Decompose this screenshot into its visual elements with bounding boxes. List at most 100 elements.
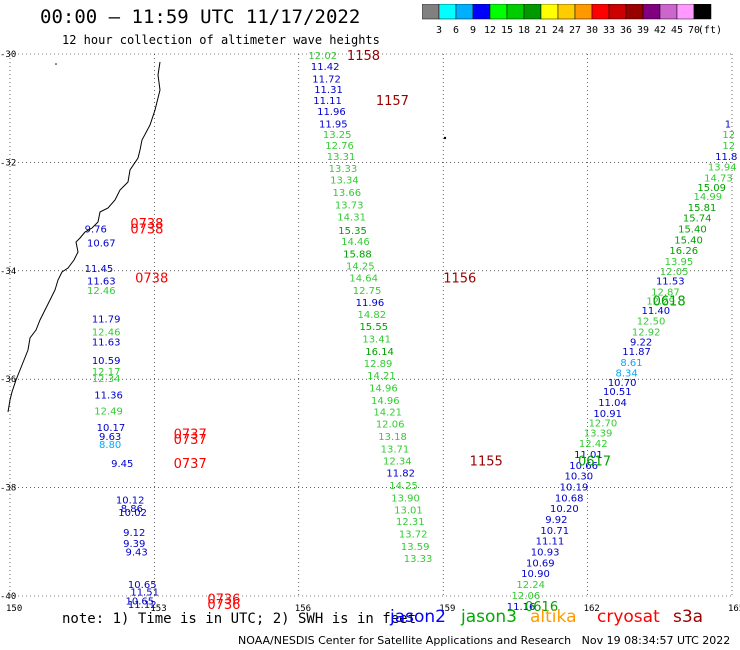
lat-tick-label: -32 [0, 158, 16, 168]
swh-value: 14.82 [358, 310, 387, 321]
swh-value: 12.76 [325, 141, 354, 152]
swh-value: 9.43 [126, 548, 148, 559]
swh-value: 12.24 [516, 580, 545, 591]
lat-tick-label: -40 [0, 592, 16, 602]
swh-value: 11.16 [507, 602, 536, 613]
swh-value: 13.71 [381, 445, 410, 456]
swh-value: 12.29 [646, 297, 675, 308]
swh-value: 15.55 [359, 322, 388, 333]
swh-value: 12.46 [92, 328, 121, 339]
swh-value: 13.33 [404, 554, 433, 565]
swh-value: 10.66 [569, 461, 598, 472]
swh-value: 14.73 [704, 174, 733, 185]
legend-label: 30 [586, 25, 598, 36]
swh-value: 12.05 [660, 267, 689, 278]
swh-value: 12.92 [632, 328, 661, 339]
credit-line: NOAA/NESDIS Center for Satellite Applica… [238, 634, 731, 647]
swh-value: 10.93 [531, 548, 560, 559]
swh-value: 9.76 [85, 225, 107, 236]
lon-tick-label: 159 [439, 604, 455, 614]
swh-value: 10.65 [126, 596, 155, 607]
swh-value: 14.99 [693, 192, 722, 203]
lon-tick-label: 150 [6, 604, 22, 614]
swh-value: 10.70 [608, 378, 637, 389]
swh-value: 14.25 [389, 481, 418, 492]
legend-label: 9 [470, 25, 476, 36]
swh-value: 15.35 [338, 226, 367, 237]
time-label: 1157 [376, 94, 409, 109]
legend-unit: (ft) [698, 25, 722, 36]
swh-value: 13.41 [362, 335, 391, 346]
swh-value: 12.75 [353, 286, 382, 297]
swh-value: 13.33 [329, 164, 358, 175]
swh-value: 12.49 [94, 407, 123, 418]
swh-value: 10.67 [87, 239, 116, 250]
swh-value: 12.06 [376, 420, 405, 431]
lon-tick-label: 165 [728, 604, 740, 614]
time-label: 1155 [470, 455, 503, 470]
swh-value: 15.40 [674, 235, 703, 246]
swh-value: 12.34 [383, 457, 412, 468]
swh-value: 9.12 [123, 528, 145, 539]
time-label: 0617 [578, 455, 611, 470]
swh-value: 12.89 [364, 359, 393, 370]
swh-value: 13.01 [394, 505, 423, 516]
lon-tick-label: 153 [150, 604, 166, 614]
swh-value: 10.71 [540, 526, 569, 537]
swh-value: 11.31 [314, 85, 343, 96]
swh-value: 12.34 [92, 374, 121, 385]
legend-label: 36 [620, 25, 632, 36]
swh-value: 11.36 [94, 390, 123, 401]
lon-tick-label: 156 [295, 604, 311, 614]
swh-value: 9.22 [630, 337, 652, 348]
swh-value: 1 [725, 119, 731, 130]
island-marker [55, 63, 57, 65]
legend-label: 33 [603, 25, 615, 36]
legend-label: 3 [436, 25, 442, 36]
legend-label: 39 [637, 25, 649, 36]
legend-label: 27 [569, 25, 581, 36]
swh-value: 11.63 [87, 277, 116, 288]
swh-value: 11.87 [622, 347, 651, 358]
swh-value: 10.19 [560, 483, 589, 494]
legend-label: 6 [453, 25, 459, 36]
swh-value: 14.64 [349, 273, 378, 284]
lon-tick-label: 162 [584, 604, 600, 614]
color-legend: 3 6 9 12 15 18 21 24 27 30 33 36 39 42 45 70(ft) [422, 4, 722, 36]
swh-value: 9.63 [99, 432, 121, 443]
swh-value: 14.31 [337, 213, 366, 224]
swh-value: 14.25 [346, 261, 375, 272]
swh-value: 14.96 [369, 383, 398, 394]
legend-label: 18 [518, 25, 530, 36]
swh-value: 9.39 [123, 539, 145, 550]
swh-value: 15.81 [688, 203, 717, 214]
swh-value: 10.65 [128, 580, 157, 591]
swh-value: 12.87 [651, 287, 680, 298]
swh-value: 11.79 [92, 314, 121, 325]
time-label: 0736 [207, 598, 240, 613]
swh-value: 10.69 [526, 558, 555, 569]
time-label: 0737 [174, 433, 207, 448]
satellite-label-altika: altika [530, 607, 577, 627]
time-label: 1156 [443, 271, 476, 286]
satellite-label-cryosat: cryosat [597, 607, 660, 627]
swh-value: 12.46 [87, 286, 116, 297]
legend-label: 12 [484, 25, 496, 36]
swh-value: 11.82 [386, 468, 415, 479]
footnote: note: 1) Time is in UTC; 2) SWH is in fe… [62, 611, 417, 627]
swh-value: 11.96 [356, 298, 385, 309]
swh-value: 10.02 [118, 508, 147, 519]
swh-value: 14.21 [367, 371, 396, 382]
swh-value: 12.31 [396, 517, 425, 528]
swh-value: 12 [722, 130, 735, 141]
swh-value: 9.45 [111, 459, 133, 470]
swh-value: 8.34 [616, 369, 638, 380]
map-subtitle: 12 hour collection of altimeter wave hei… [62, 33, 380, 47]
swh-value: 11.40 [642, 306, 671, 317]
swh-value: 13.73 [335, 201, 364, 212]
swh-value: 11.04 [598, 398, 627, 409]
time-label: 1158 [347, 49, 380, 64]
swh-value: 12.50 [637, 317, 666, 328]
swh-value: 12.42 [579, 439, 608, 450]
coastline [7, 61, 161, 413]
